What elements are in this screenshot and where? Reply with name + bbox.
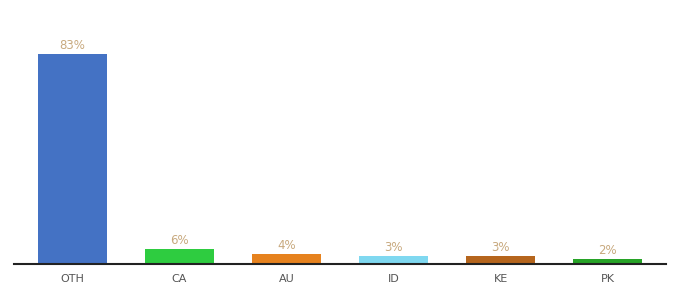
Text: 6%: 6% xyxy=(170,234,189,247)
Text: 2%: 2% xyxy=(598,244,617,257)
Bar xyxy=(145,249,214,264)
Bar xyxy=(252,254,321,264)
Bar xyxy=(573,259,643,264)
Bar xyxy=(37,54,107,264)
Bar xyxy=(466,256,535,264)
Text: 3%: 3% xyxy=(491,242,510,254)
Text: 4%: 4% xyxy=(277,239,296,252)
Text: 83%: 83% xyxy=(60,39,86,52)
Bar xyxy=(359,256,428,264)
Text: 3%: 3% xyxy=(384,242,403,254)
